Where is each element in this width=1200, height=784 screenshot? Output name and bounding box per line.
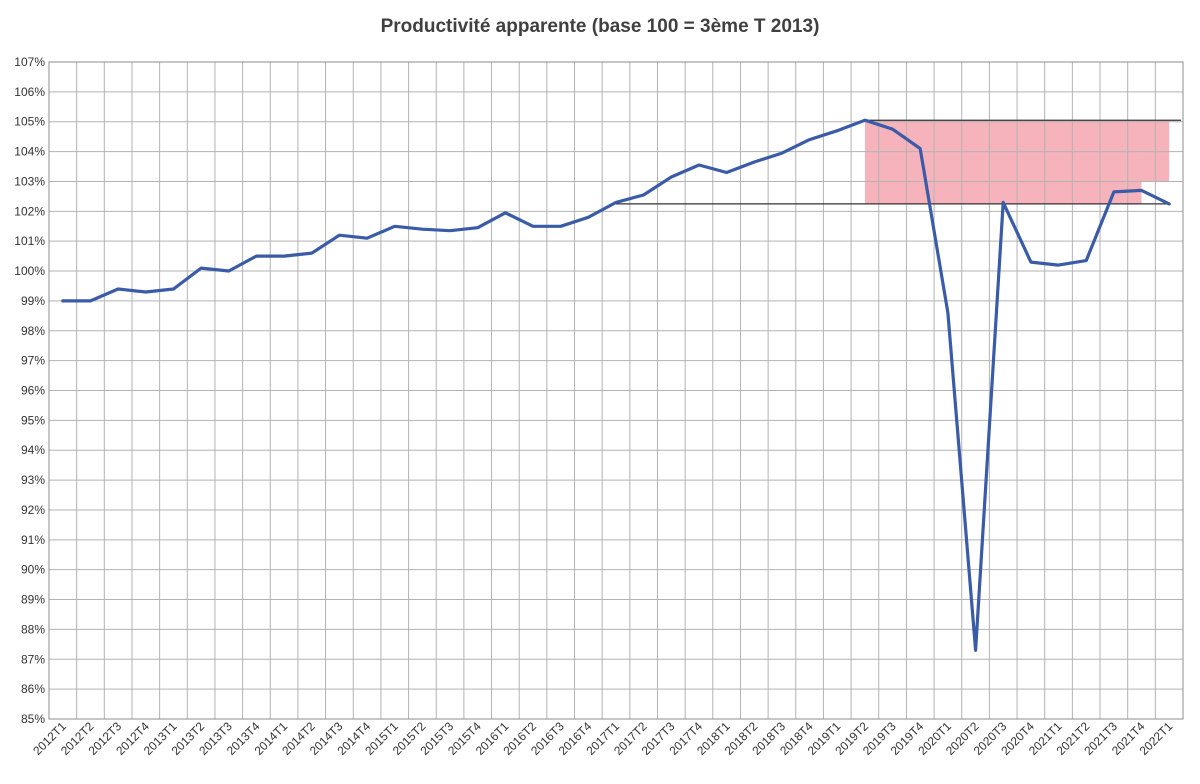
series-line-0 — [61, 118, 1171, 652]
series-layer — [61, 118, 1171, 652]
y-tick-label: 86% — [21, 682, 45, 696]
y-tick-label: 91% — [21, 533, 45, 547]
y-tick-label: 100% — [14, 264, 45, 278]
plot-border — [48, 61, 1184, 720]
y-tick-label: 89% — [21, 593, 45, 607]
y-tick-label: 87% — [21, 652, 45, 666]
y-tick-label: 93% — [21, 473, 45, 487]
y-tick-label: 106% — [14, 85, 45, 99]
y-tick-label: 98% — [21, 324, 45, 338]
y-tick-label: 95% — [21, 413, 45, 427]
x-axis-tick-labels: 2012T12012T22012T32012T42013T12013T22013… — [30, 719, 1175, 758]
y-tick-label: 96% — [21, 384, 45, 398]
y-tick-label: 103% — [14, 174, 45, 188]
shaded-band-layer — [864, 120, 1170, 204]
y-tick-label: 107% — [14, 55, 45, 69]
y-tick-label: 99% — [21, 294, 45, 308]
y-tick-label: 92% — [21, 503, 45, 517]
chart-title: Productivité apparente (base 100 = 3ème … — [380, 16, 820, 37]
shaded-band-segment-0 — [864, 120, 1142, 204]
grid-layer — [48, 61, 1184, 720]
y-tick-label: 102% — [14, 204, 45, 218]
y-tick-label: 97% — [21, 354, 45, 368]
y-tick-label: 88% — [21, 622, 45, 636]
y-tick-label: 105% — [14, 115, 45, 129]
y-tick-label: 104% — [14, 145, 45, 159]
y-tick-label: 85% — [21, 712, 45, 726]
y-tick-label: 101% — [14, 234, 45, 248]
y-tick-label: 94% — [21, 443, 45, 457]
y-axis-tick-labels: 85% 86% 87% 88% 89% 90% 91% 92% 93% 94% 95% 96% 97% 9… — [14, 55, 45, 726]
y-tick-label: 90% — [21, 563, 45, 577]
reference-lines-layer — [616, 119, 1181, 205]
